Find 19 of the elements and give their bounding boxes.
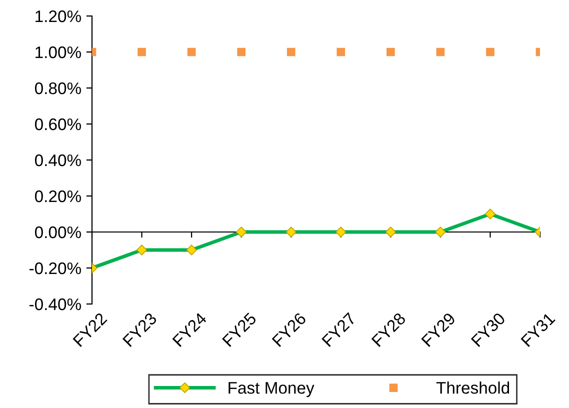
legend-label: Threshold — [436, 382, 510, 394]
point — [436, 48, 445, 56]
y-tick-label: 0.60% — [34, 118, 81, 130]
y-tick-label: 1.20% — [36, 10, 81, 22]
y-tick-label: 0.40% — [34, 154, 81, 166]
point — [486, 48, 494, 56]
point — [237, 48, 246, 56]
y-tick-label: 0.80% — [34, 82, 81, 94]
y-tick-label: -0.20% — [30, 262, 81, 274]
point — [138, 48, 146, 56]
y-tick-label: 0.00% — [34, 226, 81, 238]
point — [386, 48, 395, 56]
y-tick-label: 1.00% — [36, 46, 81, 58]
legend-label: Fast Money — [228, 382, 314, 398]
point — [286, 48, 296, 56]
point — [187, 48, 196, 56]
point — [336, 48, 346, 56]
y-tick-label: -0.40% — [30, 298, 81, 310]
y-tick-label: 0.20% — [34, 190, 81, 202]
